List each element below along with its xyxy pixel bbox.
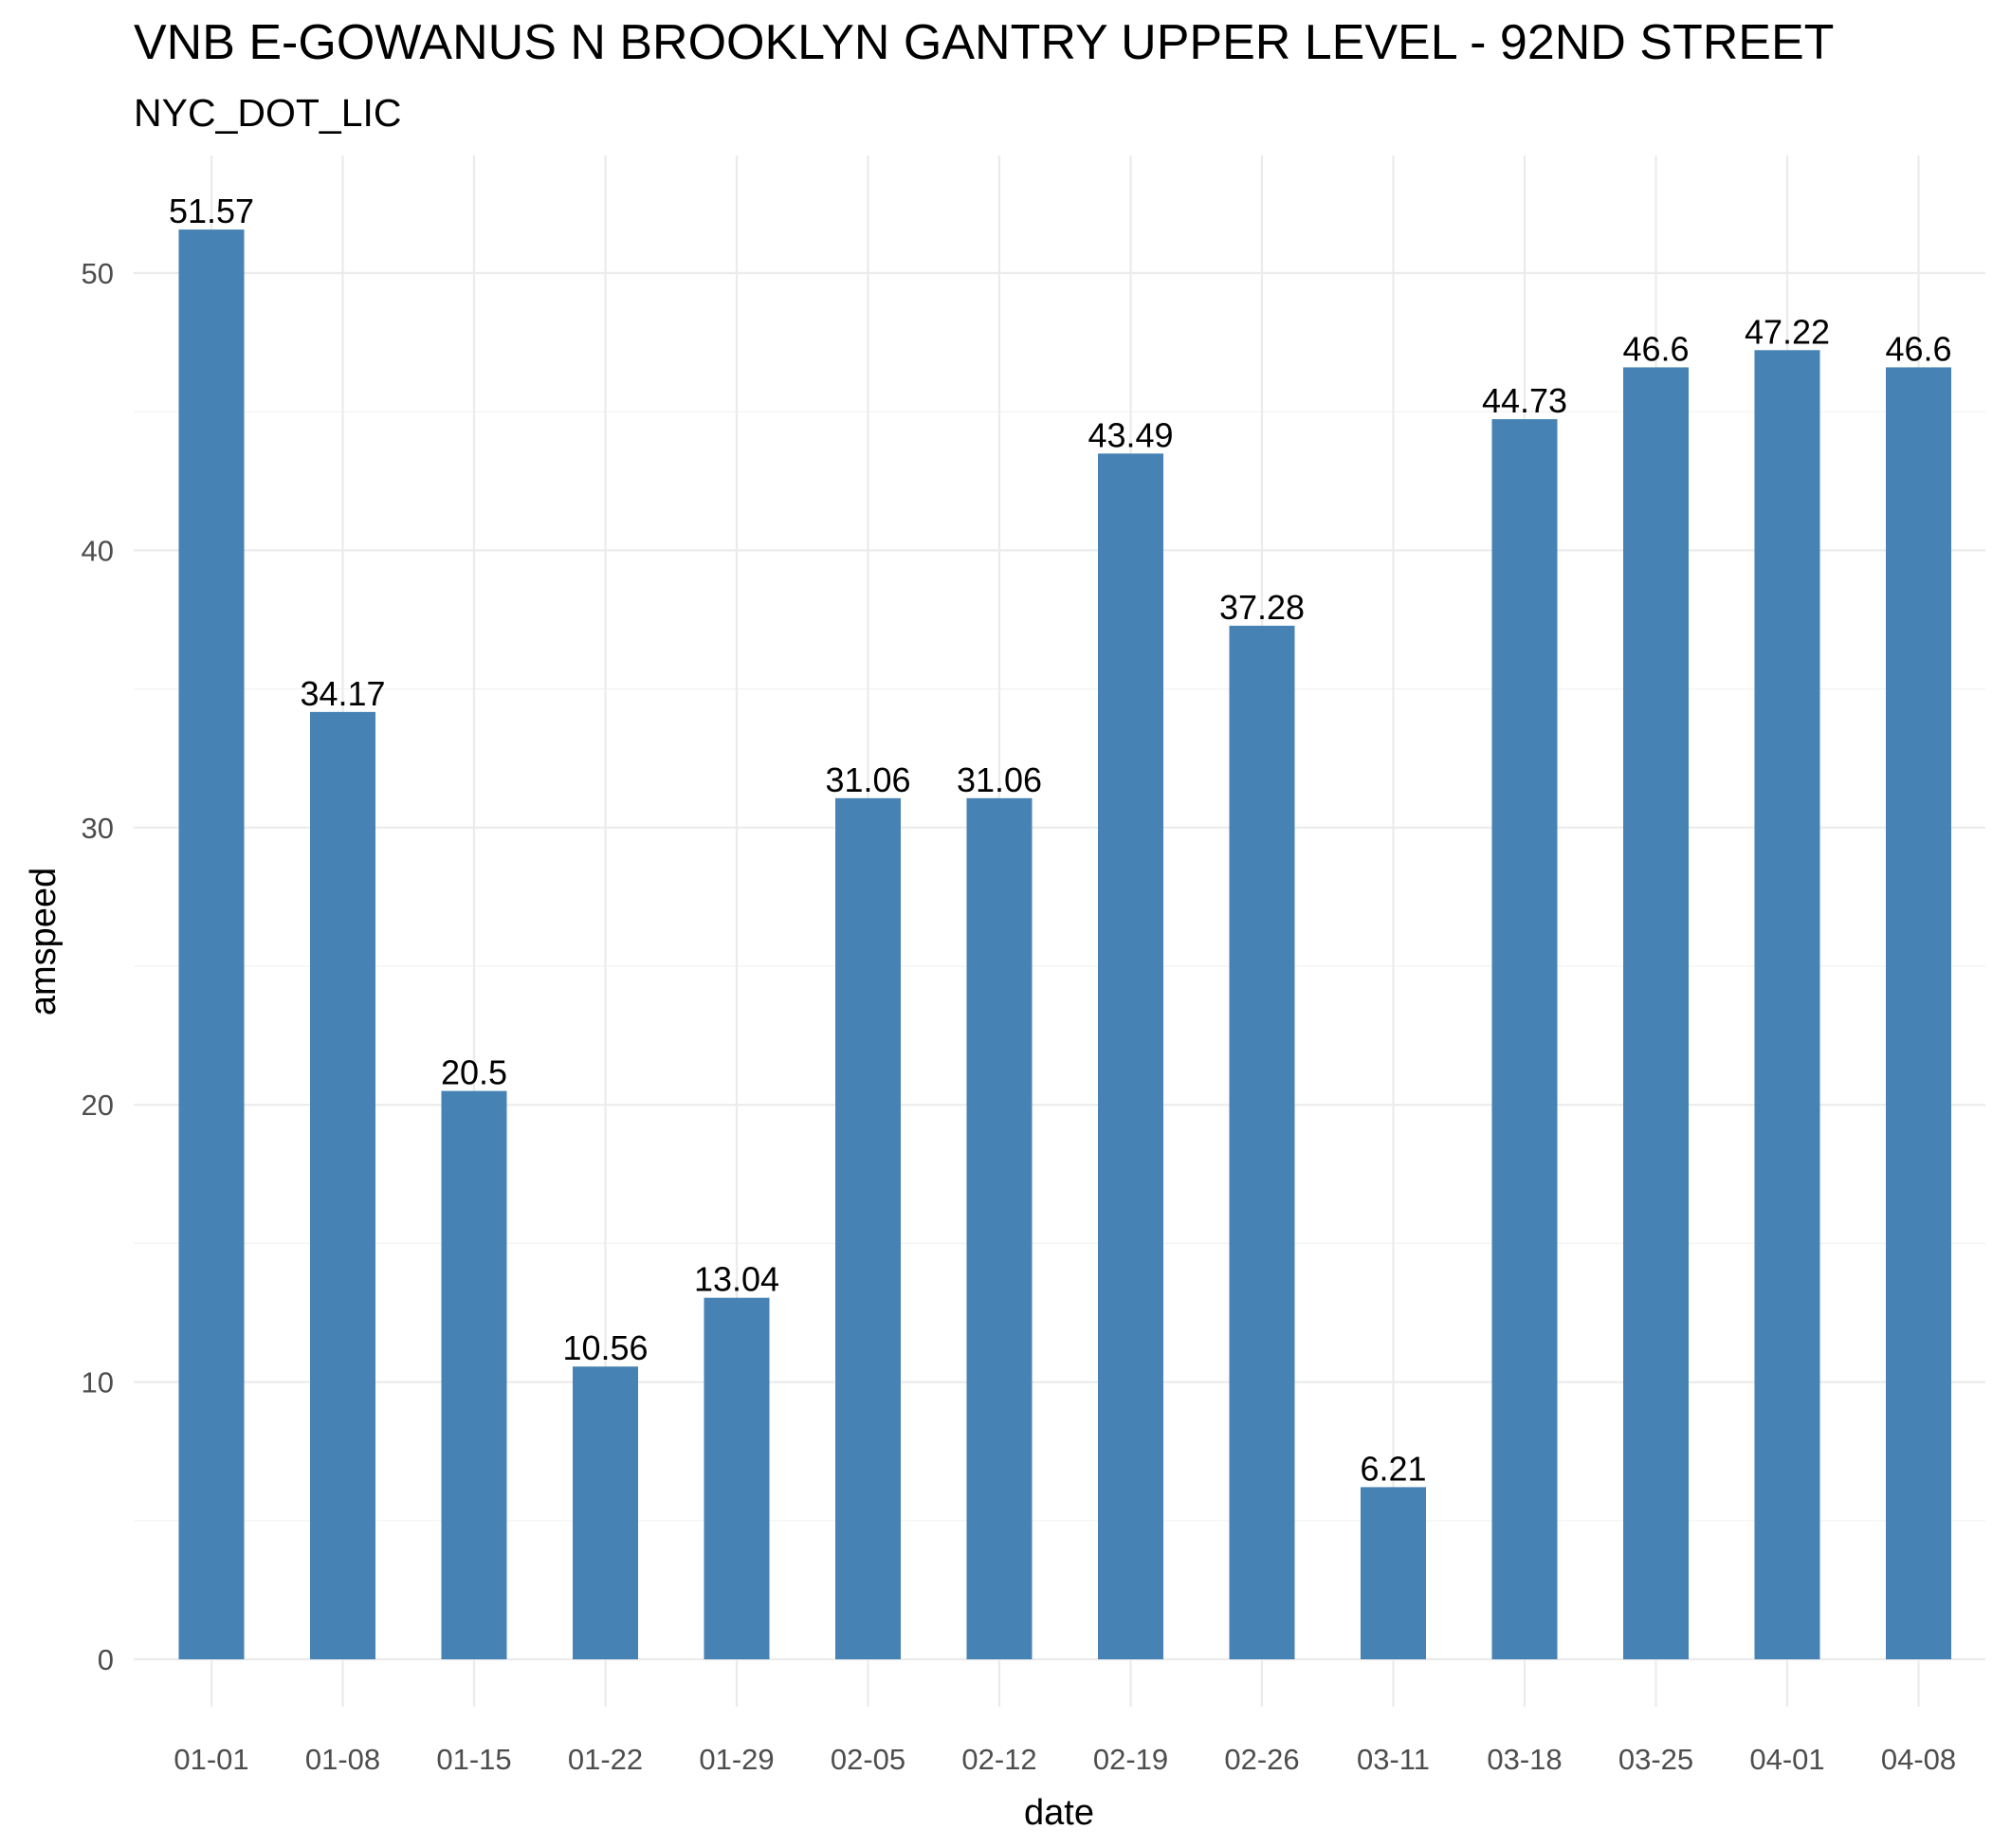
bar-value-label: 10.56: [562, 1328, 648, 1367]
bar-02-19: [1098, 453, 1163, 1659]
bar-value-label: 43.49: [1088, 415, 1173, 454]
chart-title: VNB E-GOWANUS N BROOKLYN GANTRY UPPER LE…: [134, 15, 1834, 70]
bar-value-label: 44.73: [1482, 381, 1567, 420]
bar-value-label: 37.28: [1219, 588, 1305, 627]
bar-value-label: 34.17: [300, 674, 385, 713]
x-tick-label: 01-01: [174, 1743, 248, 1776]
bar-01-08: [310, 711, 375, 1659]
x-tick-label: 04-01: [1749, 1743, 1824, 1776]
bar-03-18: [1491, 419, 1558, 1660]
y-axis-ticks: 0 10 20 30 40 50: [82, 257, 114, 1676]
x-tick-label: 02-05: [831, 1743, 905, 1776]
y-axis-title: amspeed: [24, 868, 64, 1015]
bar-value-label: 31.06: [957, 760, 1042, 799]
x-tick-label: 02-19: [1093, 1743, 1168, 1776]
x-axis-ticks: 01-01 01-08 01-15 01-22 01-29 02-05 02-12 02-19…: [174, 1743, 1956, 1776]
bar-value-label: 31.06: [825, 760, 910, 799]
x-tick-label: 01-22: [568, 1743, 643, 1776]
bar-value-label: 20.5: [441, 1053, 507, 1092]
bar-01-22: [573, 1366, 638, 1659]
bar-value-label: 46.6: [1622, 329, 1689, 368]
bar-02-12: [966, 797, 1033, 1659]
y-tick-label: 40: [82, 534, 114, 567]
x-tick-label: 02-12: [961, 1743, 1036, 1776]
bar-value-label: 46.6: [1885, 329, 1951, 368]
x-tick-label: 03-25: [1618, 1743, 1693, 1776]
bar-01-15: [441, 1090, 507, 1659]
x-tick-label: 02-26: [1224, 1743, 1299, 1776]
x-tick-label: 04-08: [1881, 1743, 1956, 1776]
bar-02-26: [1229, 625, 1295, 1659]
x-tick-label: 01-08: [305, 1743, 380, 1776]
y-tick-label: 50: [82, 257, 114, 290]
x-tick-label: 03-18: [1487, 1743, 1562, 1776]
x-axis-title: date: [1024, 1793, 1094, 1833]
bar-value-labels: 51.57 34.17 20.5 10.56 13.04 31.06 31.06 43.49 3…: [169, 192, 1952, 1488]
grid: [134, 156, 1985, 1707]
bar-value-label: 51.57: [169, 192, 254, 230]
y-tick-label: 10: [82, 1366, 114, 1400]
x-tick-label: 01-15: [436, 1743, 511, 1776]
bar-04-08: [1886, 367, 1951, 1659]
x-tick-label: 01-29: [699, 1743, 774, 1776]
bar-03-11: [1361, 1487, 1426, 1659]
chart-subtitle: NYC_DOT_LIC: [134, 91, 402, 135]
y-tick-label: 30: [82, 812, 114, 845]
bar-01-29: [704, 1297, 770, 1659]
bar-01-01: [178, 229, 245, 1659]
bar-03-25: [1623, 367, 1689, 1659]
y-tick-label: 0: [98, 1643, 114, 1676]
bars: [178, 229, 1951, 1660]
x-tick-label: 03-11: [1357, 1743, 1430, 1776]
bar-value-label: 47.22: [1745, 312, 1830, 351]
bar-04-01: [1754, 350, 1820, 1659]
bar-value-label: 6.21: [1360, 1449, 1426, 1488]
bar-value-label: 13.04: [694, 1260, 779, 1299]
bar-02-05: [835, 797, 901, 1659]
y-tick-label: 20: [82, 1089, 114, 1122]
